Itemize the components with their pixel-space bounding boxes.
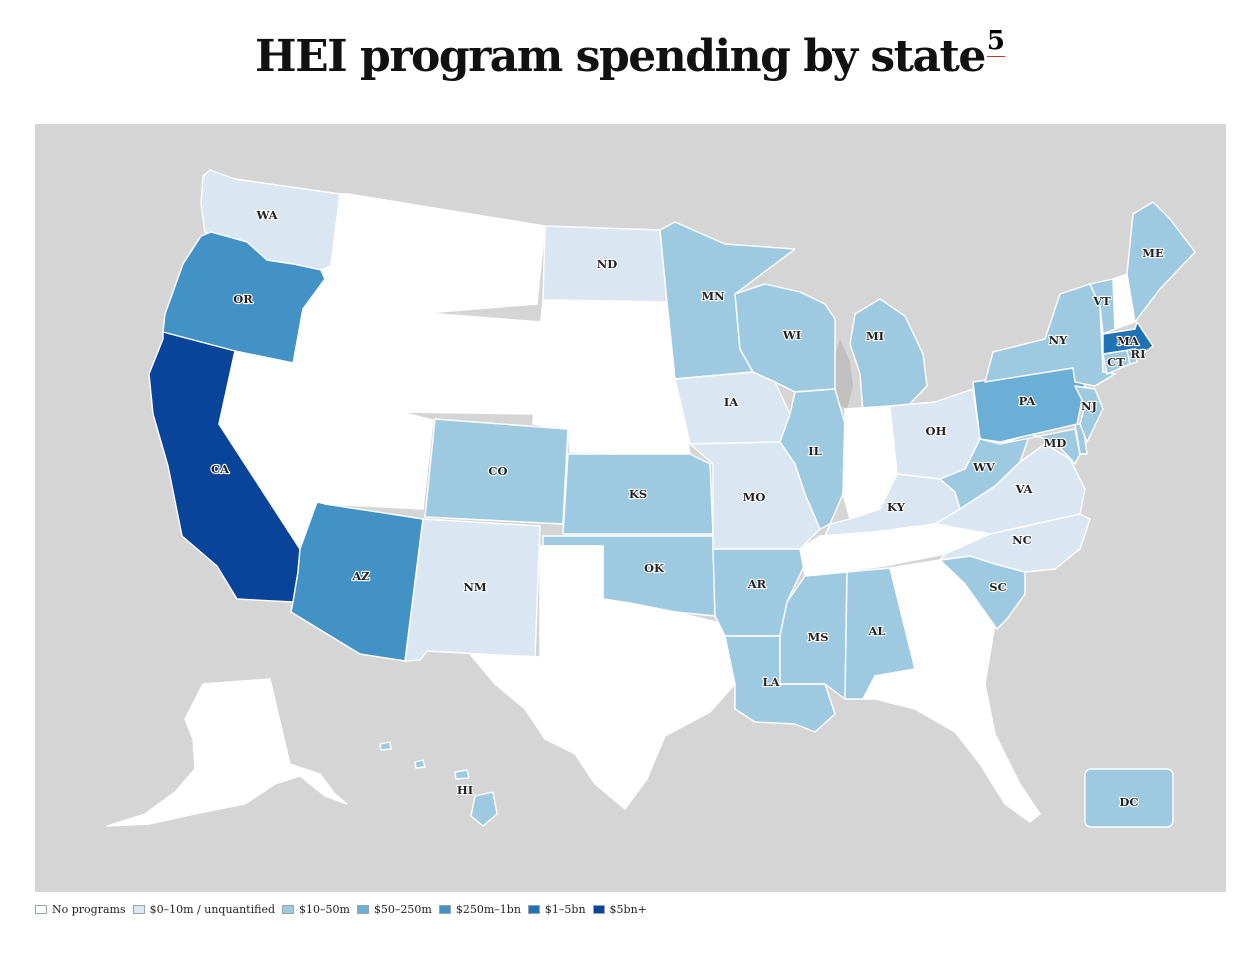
state-label: MI: [866, 329, 884, 343]
legend-swatch: [592, 905, 605, 914]
state-label: PA: [1019, 394, 1037, 408]
legend-swatch: [282, 905, 294, 914]
state-label: AL: [867, 624, 885, 638]
state-label: CA: [211, 462, 230, 476]
map-panel: WA: $0–10m / unquantified OR: $250m–1bn …: [35, 124, 1226, 892]
legend-item: $250m–1bn: [438, 903, 521, 916]
legend-swatch: [35, 905, 47, 914]
legend-label: $50–250m: [373, 903, 432, 916]
state-ME[interactable]: ME: $10–50m: [1126, 201, 1196, 323]
state-MI[interactable]: MI: $10–50m: [849, 298, 928, 413]
state-label: NC: [1012, 533, 1032, 547]
state-label: MO: [743, 490, 766, 504]
legend-swatch: [132, 905, 145, 914]
state-label: ND: [597, 257, 618, 271]
legend-label: $1–5bn: [544, 903, 586, 916]
state-label: SC: [989, 580, 1006, 594]
state-label: NY: [1049, 333, 1069, 347]
state-label: ME: [1142, 246, 1164, 260]
state-label: VT: [1092, 294, 1111, 308]
legend-swatch: [438, 905, 451, 914]
state-SD[interactable]: SD: No programs: [534, 299, 676, 380]
legend-item: $0–10m / unquantified: [132, 903, 275, 916]
title-block: HEI program spending by state5: [0, 26, 1260, 82]
state-label: MA: [1117, 334, 1140, 348]
state-KS[interactable]: KS: $10–50m: [562, 453, 714, 535]
state-MA[interactable]: MA: $1–5bn: [1102, 321, 1154, 355]
state-label: HI: [457, 783, 473, 797]
legend-item: $50–250m: [356, 903, 432, 916]
state-label: MS: [807, 630, 828, 644]
state-label: KY: [887, 500, 906, 514]
legend-label: $5bn+: [609, 903, 647, 916]
legend-item: $1–5bn: [527, 903, 586, 916]
state-AK[interactable]: AK: No programs: [106, 678, 348, 827]
state-label: LA: [762, 675, 780, 689]
legend-label: $250m–1bn: [455, 903, 521, 916]
state-label: RI: [1131, 347, 1146, 361]
state-FL[interactable]: FL: No programs: [862, 668, 1041, 823]
state-label: AR: [747, 577, 767, 591]
state-label: CO: [488, 464, 507, 478]
state-HI[interactable]: HI: $10–50m: [379, 741, 498, 827]
legend-label: $0–10m / unquantified: [149, 903, 275, 916]
footnote-link[interactable]: 5: [986, 26, 1005, 57]
lake-michigan: [833, 339, 853, 409]
state-WV[interactable]: WV: $10–50m: [939, 433, 1031, 510]
state-label: WI: [782, 328, 801, 342]
legend-swatch: [356, 905, 369, 914]
state-label: MD: [1044, 436, 1067, 450]
state-label: OR: [233, 292, 253, 306]
state-label: IL: [808, 444, 821, 458]
state-label: WV: [972, 460, 996, 474]
legend-label: No programs: [52, 903, 126, 916]
state-label: KS: [629, 487, 647, 501]
legend-label: $10–50m: [299, 903, 350, 916]
state-NM[interactable]: NM: $0–10m / unquantified: [404, 518, 541, 662]
state-DC[interactable]: DC: $10–50m: [1084, 768, 1174, 828]
state-WY[interactable]: WY: No programs: [400, 311, 542, 415]
legend-item: $5bn+: [592, 903, 647, 916]
state-NJ[interactable]: NJ: $10–50m: [1074, 385, 1104, 443]
state-label: IA: [724, 395, 739, 409]
legend-item: $10–50m: [282, 903, 350, 916]
state-label: WA: [255, 208, 278, 222]
state-label: CT: [1107, 355, 1125, 369]
state-label: OH: [926, 424, 947, 438]
state-label: NM: [463, 580, 487, 594]
legend-swatch: [527, 905, 540, 914]
state-label: NJ: [1081, 399, 1097, 413]
state-labels: WA OR CA AZ CO NM ND KS OK MN IA MO AR L…: [210, 207, 1165, 810]
state-IL[interactable]: IL: $10–50m: [779, 388, 846, 530]
legend: No programs $0–10m / unquantified $10–50m $…: [35, 903, 654, 916]
state-label: DC: [1119, 795, 1138, 809]
state-MT[interactable]: MT: No programs: [344, 193, 546, 315]
state-TX[interactable]: TX: No programs: [469, 545, 736, 810]
legend-item: No programs: [35, 903, 126, 916]
state-VT[interactable]: VT: $10–50m: [1089, 278, 1116, 335]
state-label: OK: [644, 561, 665, 575]
state-label: AZ: [351, 569, 369, 583]
state-label: MN: [701, 289, 725, 303]
us-state-map: WA: $0–10m / unquantified OR: $250m–1bn …: [35, 124, 1226, 892]
state-label: VA: [1015, 482, 1034, 496]
page-title: HEI program spending by state: [255, 31, 986, 82]
